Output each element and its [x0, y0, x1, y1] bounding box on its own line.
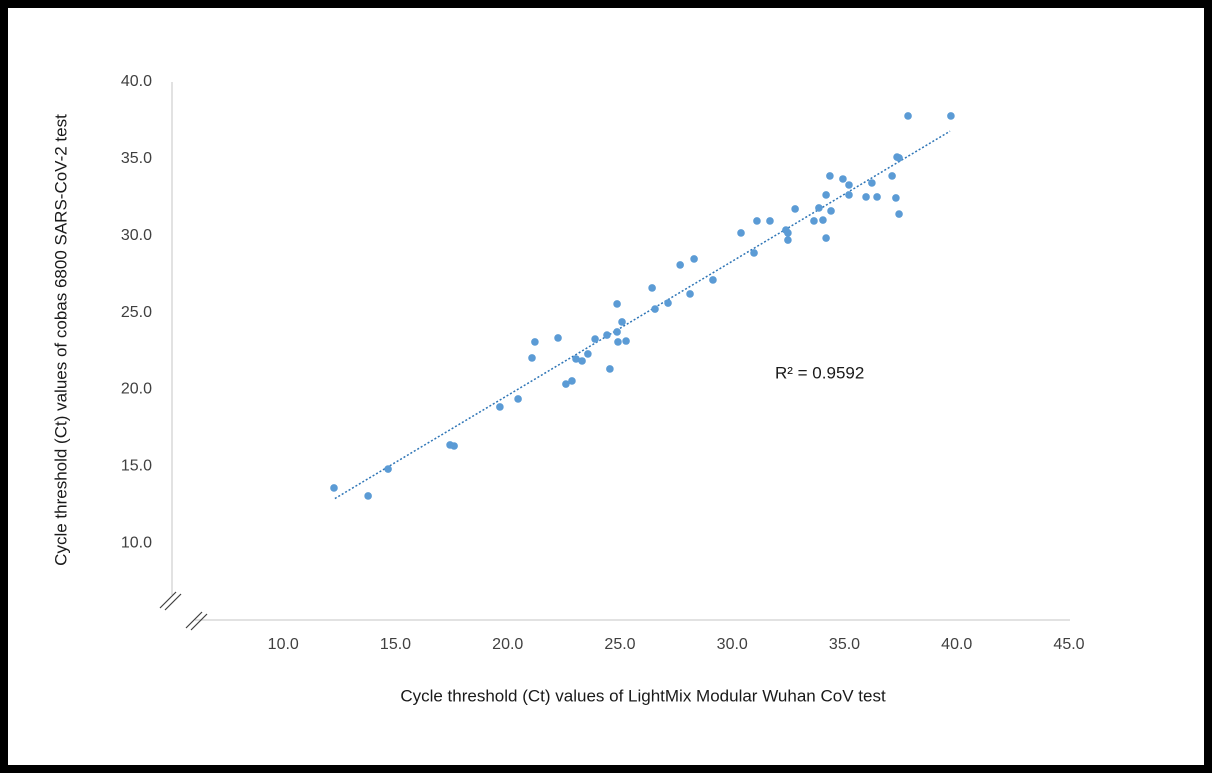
data-point [845, 181, 853, 189]
data-point [947, 112, 955, 120]
x-tick-label: 10.0 [268, 636, 299, 653]
data-point [888, 172, 896, 180]
y-tick-label: 10.0 [121, 534, 152, 551]
data-point [819, 216, 827, 224]
y-tick-label: 30.0 [121, 227, 152, 244]
data-point [845, 191, 853, 199]
data-point [450, 442, 458, 450]
data-point [690, 255, 698, 263]
data-point [676, 261, 684, 269]
data-point [766, 217, 774, 225]
x-tick-label: 30.0 [717, 636, 748, 653]
data-point [562, 380, 570, 388]
data-point [531, 338, 539, 346]
x-tick-label: 25.0 [604, 636, 635, 653]
data-point [568, 377, 576, 385]
data-point [750, 249, 758, 257]
y-tick-label: 40.0 [121, 73, 152, 90]
data-point [591, 335, 599, 343]
data-point [862, 193, 870, 201]
y-tick-label: 15.0 [121, 458, 152, 475]
data-point [873, 193, 881, 201]
data-point [514, 395, 522, 403]
data-point [651, 305, 659, 313]
data-point [528, 354, 536, 362]
data-point [826, 172, 834, 180]
data-point [737, 229, 745, 237]
data-point [868, 179, 876, 187]
y-tick-label: 20.0 [121, 381, 152, 398]
data-point [622, 337, 630, 345]
x-tick-label: 45.0 [1053, 636, 1084, 653]
data-point [784, 229, 792, 237]
x-tick-label: 40.0 [941, 636, 972, 653]
data-point [572, 355, 580, 363]
x-tick-label: 20.0 [492, 636, 523, 653]
r-squared-annotation: R² = 0.9592 [775, 363, 864, 382]
data-point [791, 205, 799, 213]
x-tick-label: 15.0 [380, 636, 411, 653]
data-point [753, 217, 761, 225]
data-point [686, 290, 694, 298]
data-point [618, 318, 626, 326]
data-point [827, 207, 835, 215]
data-point [603, 331, 611, 339]
data-point [815, 204, 823, 212]
data-point [584, 350, 592, 358]
data-point [839, 175, 847, 183]
data-point [892, 194, 900, 202]
data-point [822, 191, 830, 199]
data-point [364, 492, 372, 500]
data-point [578, 357, 586, 365]
data-point [384, 465, 392, 473]
data-point [496, 403, 504, 411]
data-point [606, 365, 614, 373]
data-point [648, 284, 656, 292]
data-point [904, 112, 912, 120]
trendline [334, 130, 951, 500]
data-point [709, 276, 717, 284]
data-point [664, 299, 672, 307]
data-point [330, 484, 338, 492]
data-point [895, 154, 903, 162]
data-point [784, 236, 792, 244]
data-point [810, 217, 818, 225]
x-tick-label: 35.0 [829, 636, 860, 653]
data-point [613, 328, 621, 336]
y-axis-title: Cycle threshold (Ct) values of cobas 680… [51, 114, 70, 566]
x-axis-title: Cycle threshold (Ct) values of LightMix … [400, 686, 886, 705]
data-point [554, 334, 562, 342]
data-point [614, 338, 622, 346]
y-tick-label: 35.0 [121, 150, 152, 167]
data-point [613, 300, 621, 308]
data-point [895, 210, 903, 218]
y-tick-label: 25.0 [121, 304, 152, 321]
axis-break [159, 591, 208, 631]
data-point [822, 234, 830, 242]
